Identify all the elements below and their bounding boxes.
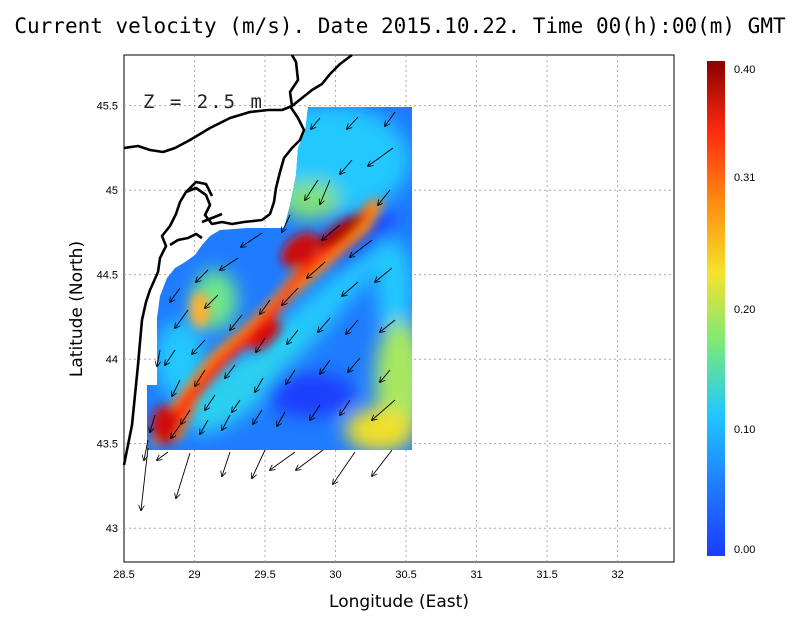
velocity-arrow	[346, 319, 359, 334]
y-tick-label: 45	[106, 185, 118, 197]
velocity-arrow	[378, 189, 391, 205]
velocity-arrow	[172, 379, 181, 396]
velocity-arrow	[220, 257, 239, 270]
velocity-arrow	[181, 409, 191, 424]
y-tick-label: 44.5	[97, 270, 118, 282]
velocity-arrow	[385, 111, 396, 126]
x-tick-label: 29	[188, 569, 200, 581]
x-tick-label: 31.5	[536, 569, 557, 581]
velocity-arrow	[230, 314, 243, 330]
velocity-arrow	[205, 294, 219, 308]
velocity-arrow	[296, 449, 324, 470]
velocity-arrow	[171, 424, 181, 438]
velocity-arrow	[372, 399, 396, 420]
velocity-arrow	[252, 449, 266, 478]
velocity-arrow	[282, 214, 291, 232]
velocity-arrow	[322, 224, 341, 240]
colorbar-tick-label: 0.10	[734, 424, 755, 436]
y-axis-ticks: 43 43.5 44 44.5 45 45.5	[97, 101, 118, 536]
velocity-arrow	[196, 269, 209, 282]
velocity-arrow	[157, 451, 169, 460]
velocity-arrow	[277, 411, 286, 426]
velocity-arrow	[375, 267, 393, 282]
colorbar-tick-label: 0.20	[734, 304, 755, 316]
velocity-arrow	[340, 159, 353, 174]
velocity-arrow	[157, 349, 160, 366]
x-tick-label: 30.5	[395, 569, 416, 581]
velocity-arrow	[195, 369, 206, 386]
y-axis-label: Latitude (North)	[67, 241, 87, 377]
velocity-arrow	[305, 179, 319, 200]
y-tick-label: 43	[106, 523, 118, 535]
x-axis-ticks: 28.5 29 29.5 30 30.5 31 31.5 32	[113, 569, 623, 581]
velocity-arrow	[222, 414, 231, 430]
velocity-arrow	[380, 319, 396, 332]
velocity-arrow	[241, 232, 263, 247]
colorbar-tick-label: 0.31	[734, 172, 755, 184]
colorbar-tick-label: 0.00	[734, 544, 755, 556]
velocity-arrow	[256, 337, 266, 352]
velocity-arrow	[192, 339, 206, 354]
velocity-arrow	[144, 439, 149, 460]
velocity-arrow	[205, 394, 216, 410]
velocity-arrow	[311, 117, 321, 129]
velocity-arrow	[368, 147, 394, 166]
velocity-arrow	[170, 287, 181, 302]
velocity-arrow	[232, 399, 241, 412]
x-tick-label: 31	[470, 569, 482, 581]
depth-label: Z = 2.5 m	[143, 91, 264, 113]
velocity-arrow	[150, 414, 156, 432]
colorbar	[707, 61, 725, 556]
x-tick-label: 30	[329, 569, 341, 581]
velocity-arrow	[286, 369, 296, 384]
velocity-arrow	[380, 369, 391, 382]
chart-title: Current velocity (m/s). Date 2015.10.22.…	[14, 14, 786, 38]
velocity-arrow	[225, 364, 236, 378]
velocity-arrow	[176, 452, 191, 498]
colorbar-tick-label: 0.40	[734, 64, 755, 76]
velocity-arrow	[342, 281, 359, 296]
x-axis-label: Longitude (East)	[329, 592, 469, 612]
coastline	[122, 53, 353, 466]
velocity-arrow	[270, 451, 296, 470]
velocity-arrow	[260, 299, 271, 314]
velocity-arrow	[222, 451, 231, 476]
velocity-arrow	[255, 377, 264, 392]
velocity-arrow	[320, 179, 331, 204]
velocity-arrow	[350, 239, 373, 257]
velocity-arrow	[175, 309, 189, 328]
velocity-arrow	[320, 359, 331, 374]
colorbar-ticks: 0.00 0.10 0.20 0.31 0.40	[734, 64, 755, 556]
velocity-arrow	[318, 317, 331, 332]
velocity-arrow	[340, 399, 351, 415]
velocity-arrow	[348, 357, 361, 372]
y-tick-label: 43.5	[97, 439, 118, 451]
y-tick-label: 45.5	[97, 101, 118, 113]
velocity-arrow	[347, 116, 359, 129]
velocity-arrow	[310, 404, 321, 420]
velocity-arrow	[282, 287, 299, 305]
velocity-arrow	[287, 329, 299, 344]
velocity-vectors	[141, 111, 396, 510]
velocity-arrow	[253, 409, 263, 424]
x-tick-label: 32	[611, 569, 623, 581]
velocity-arrow	[333, 451, 356, 484]
velocity-arrow	[200, 419, 209, 434]
x-tick-label: 29.5	[254, 569, 275, 581]
velocity-arrow	[307, 261, 326, 278]
velocity-arrow	[165, 349, 176, 365]
y-tick-label: 44	[106, 354, 118, 366]
velocity-arrow	[372, 449, 393, 476]
x-tick-label: 28.5	[113, 569, 134, 581]
